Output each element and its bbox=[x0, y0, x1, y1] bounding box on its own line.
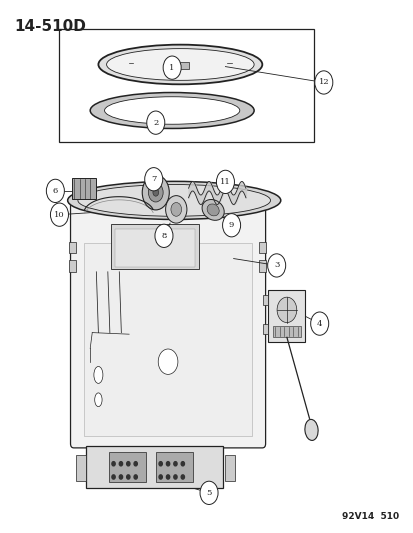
FancyBboxPatch shape bbox=[70, 199, 265, 448]
Circle shape bbox=[134, 462, 137, 466]
Circle shape bbox=[166, 462, 169, 466]
Circle shape bbox=[112, 475, 115, 479]
Ellipse shape bbox=[202, 199, 224, 220]
Ellipse shape bbox=[104, 97, 239, 124]
Circle shape bbox=[171, 203, 181, 216]
Circle shape bbox=[276, 297, 296, 322]
FancyBboxPatch shape bbox=[76, 455, 85, 481]
Circle shape bbox=[142, 175, 169, 210]
Circle shape bbox=[173, 462, 177, 466]
Circle shape bbox=[181, 462, 184, 466]
FancyBboxPatch shape bbox=[155, 451, 192, 482]
FancyBboxPatch shape bbox=[71, 178, 96, 199]
Text: 3: 3 bbox=[273, 262, 279, 270]
FancyBboxPatch shape bbox=[84, 243, 252, 435]
Text: 1: 1 bbox=[169, 63, 174, 71]
FancyBboxPatch shape bbox=[59, 29, 313, 142]
Ellipse shape bbox=[304, 419, 317, 440]
Circle shape bbox=[310, 312, 328, 335]
Ellipse shape bbox=[90, 93, 254, 128]
FancyBboxPatch shape bbox=[225, 455, 235, 481]
Text: 12: 12 bbox=[318, 78, 328, 86]
Circle shape bbox=[222, 214, 240, 237]
FancyBboxPatch shape bbox=[272, 326, 301, 337]
Circle shape bbox=[159, 462, 162, 466]
Ellipse shape bbox=[95, 393, 102, 407]
Circle shape bbox=[112, 462, 115, 466]
Ellipse shape bbox=[94, 367, 103, 383]
FancyBboxPatch shape bbox=[259, 260, 266, 272]
Text: 9: 9 bbox=[228, 221, 234, 229]
Circle shape bbox=[126, 462, 130, 466]
Circle shape bbox=[134, 475, 137, 479]
FancyBboxPatch shape bbox=[268, 290, 305, 342]
Circle shape bbox=[126, 475, 130, 479]
FancyBboxPatch shape bbox=[69, 241, 76, 253]
Circle shape bbox=[166, 475, 169, 479]
Text: 11: 11 bbox=[220, 178, 230, 186]
Circle shape bbox=[199, 481, 218, 504]
Text: 7: 7 bbox=[151, 175, 156, 183]
Text: 8: 8 bbox=[161, 232, 166, 240]
Circle shape bbox=[181, 475, 184, 479]
Circle shape bbox=[148, 183, 163, 202]
Circle shape bbox=[163, 56, 181, 79]
FancyBboxPatch shape bbox=[259, 241, 266, 253]
Text: 2: 2 bbox=[153, 119, 158, 127]
Circle shape bbox=[173, 475, 177, 479]
FancyBboxPatch shape bbox=[110, 224, 198, 269]
Ellipse shape bbox=[206, 204, 218, 216]
Circle shape bbox=[165, 196, 186, 223]
Circle shape bbox=[159, 475, 162, 479]
FancyBboxPatch shape bbox=[114, 230, 194, 266]
Text: 10: 10 bbox=[54, 211, 64, 219]
Text: 6: 6 bbox=[52, 187, 58, 195]
FancyBboxPatch shape bbox=[108, 451, 145, 482]
Circle shape bbox=[119, 475, 122, 479]
FancyBboxPatch shape bbox=[262, 295, 268, 304]
Circle shape bbox=[152, 189, 158, 196]
Text: 14-510D: 14-510D bbox=[14, 19, 86, 34]
Ellipse shape bbox=[78, 184, 270, 216]
Circle shape bbox=[145, 167, 162, 191]
Ellipse shape bbox=[67, 181, 280, 220]
FancyBboxPatch shape bbox=[262, 324, 268, 334]
FancyBboxPatch shape bbox=[86, 446, 223, 488]
FancyBboxPatch shape bbox=[69, 260, 76, 272]
Circle shape bbox=[50, 203, 68, 227]
FancyBboxPatch shape bbox=[172, 62, 188, 69]
Text: 5: 5 bbox=[206, 489, 211, 497]
Text: 92V14  510: 92V14 510 bbox=[342, 512, 399, 521]
Circle shape bbox=[267, 254, 285, 277]
Circle shape bbox=[216, 170, 234, 193]
Circle shape bbox=[46, 179, 64, 203]
Circle shape bbox=[158, 349, 178, 374]
Circle shape bbox=[154, 224, 173, 247]
Ellipse shape bbox=[98, 45, 262, 84]
Circle shape bbox=[119, 462, 122, 466]
Text: 4: 4 bbox=[316, 320, 322, 328]
Ellipse shape bbox=[106, 49, 254, 80]
Circle shape bbox=[146, 111, 164, 134]
Circle shape bbox=[314, 71, 332, 94]
